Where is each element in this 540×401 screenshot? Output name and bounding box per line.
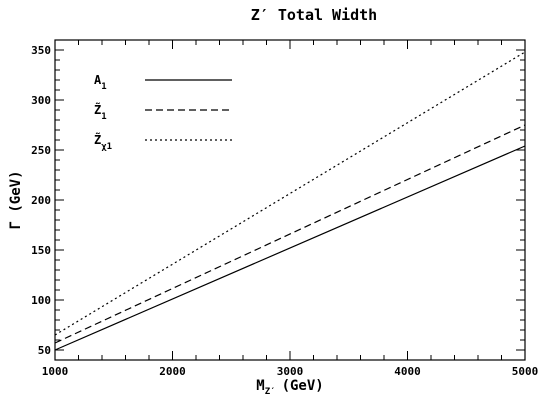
series-lines: [54, 51, 526, 351]
legend-label-1: A1: [94, 73, 107, 92]
y-tick-label: 300: [31, 94, 51, 107]
plot-frame: [54, 39, 526, 361]
x-tick-label: 2000: [159, 365, 186, 378]
y-tick-label: 200: [31, 194, 51, 207]
tick-labels: 1000 2000 3000 4000 5000 50 100 150 200 250 300 350: [31, 44, 538, 378]
y-tick-label: 250: [31, 144, 51, 157]
legend-label-sub: 1: [101, 112, 106, 122]
x-tick-label: 4000: [394, 365, 421, 378]
series-line-1: [54, 145, 526, 351]
y-axis-label: Γ (GeV): [8, 170, 24, 229]
chart-title: Z′ Total Width: [251, 6, 377, 24]
series-line-2: [54, 124, 526, 344]
legend-label-sub: 1: [101, 82, 106, 92]
x-axis-label-unit: (GeV): [282, 378, 324, 394]
x-tick-label: 5000: [512, 365, 539, 378]
y-tick-label: 50: [38, 344, 51, 357]
legend-label-2: Z̃1: [94, 102, 107, 122]
x-tick-label: 3000: [277, 365, 304, 378]
x-axis-label-sub: Z′: [265, 387, 276, 397]
y-tick-label: 150: [31, 244, 51, 257]
x-axis-label: MZ′ (GeV): [256, 378, 323, 397]
legend-label-main: Z̃: [94, 132, 101, 147]
axis-ticks: [54, 39, 526, 361]
x-tick-label: 1000: [42, 365, 69, 378]
legend-label-main: Z̃: [94, 102, 101, 117]
y-tick-label: 350: [31, 44, 51, 57]
series-line-3: [54, 51, 526, 336]
legend-label-3: Z̃χ1: [94, 132, 112, 152]
y-tick-label: 100: [31, 294, 51, 307]
legend: A1Z̃1Z̃χ1: [94, 73, 232, 152]
legend-label-sub: χ1: [101, 142, 112, 152]
legend-label-main: A: [94, 73, 102, 87]
x-axis-label-main: M: [256, 378, 264, 394]
